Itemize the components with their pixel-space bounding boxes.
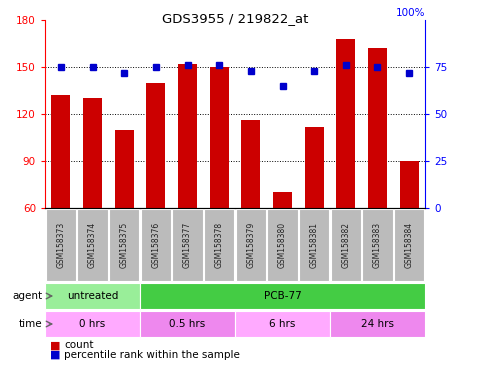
Bar xyxy=(399,161,419,208)
Text: PCB-77: PCB-77 xyxy=(264,291,301,301)
Bar xyxy=(267,209,298,281)
Bar xyxy=(114,130,134,208)
Bar xyxy=(368,48,387,208)
Text: time: time xyxy=(19,319,43,329)
Bar xyxy=(336,39,355,208)
Bar xyxy=(305,127,324,208)
Bar xyxy=(178,64,197,208)
Text: GSM158383: GSM158383 xyxy=(373,222,382,268)
Bar xyxy=(51,95,71,208)
Text: 24 hrs: 24 hrs xyxy=(361,319,394,329)
Bar xyxy=(146,83,165,208)
Text: GSM158376: GSM158376 xyxy=(151,222,160,268)
Text: GSM158377: GSM158377 xyxy=(183,222,192,268)
Bar xyxy=(140,283,425,309)
Bar xyxy=(394,209,425,281)
Text: GSM158380: GSM158380 xyxy=(278,222,287,268)
Text: GSM158381: GSM158381 xyxy=(310,222,319,268)
Text: ■: ■ xyxy=(50,350,60,360)
Text: 6 hrs: 6 hrs xyxy=(270,319,296,329)
Text: GDS3955 / 219822_at: GDS3955 / 219822_at xyxy=(162,12,308,25)
Text: GSM158384: GSM158384 xyxy=(405,222,413,268)
Bar xyxy=(362,209,393,281)
Bar xyxy=(204,209,234,281)
Bar xyxy=(210,67,228,208)
Text: percentile rank within the sample: percentile rank within the sample xyxy=(64,350,240,360)
Text: 0 hrs: 0 hrs xyxy=(79,319,106,329)
Bar xyxy=(235,311,330,337)
Bar xyxy=(242,120,260,208)
Text: GSM158379: GSM158379 xyxy=(246,222,256,268)
Bar xyxy=(331,209,361,281)
Bar xyxy=(236,209,266,281)
Text: GSM158378: GSM158378 xyxy=(214,222,224,268)
Bar xyxy=(140,311,235,337)
Text: 100%: 100% xyxy=(396,8,425,18)
Text: agent: agent xyxy=(13,291,43,301)
Text: GSM158374: GSM158374 xyxy=(88,222,97,268)
Bar xyxy=(273,192,292,208)
Text: count: count xyxy=(64,340,94,350)
Bar xyxy=(299,209,329,281)
Bar xyxy=(141,209,171,281)
Text: untreated: untreated xyxy=(67,291,118,301)
Text: GSM158382: GSM158382 xyxy=(341,222,350,268)
Text: 0.5 hrs: 0.5 hrs xyxy=(170,319,206,329)
Text: ■: ■ xyxy=(50,340,60,350)
Bar xyxy=(330,311,425,337)
Bar xyxy=(172,209,203,281)
Bar xyxy=(45,283,140,309)
Bar xyxy=(77,209,108,281)
Text: GSM158373: GSM158373 xyxy=(57,222,65,268)
Text: GSM158375: GSM158375 xyxy=(120,222,128,268)
Bar xyxy=(45,209,76,281)
Bar xyxy=(45,311,140,337)
Bar xyxy=(109,209,140,281)
Bar xyxy=(83,98,102,208)
